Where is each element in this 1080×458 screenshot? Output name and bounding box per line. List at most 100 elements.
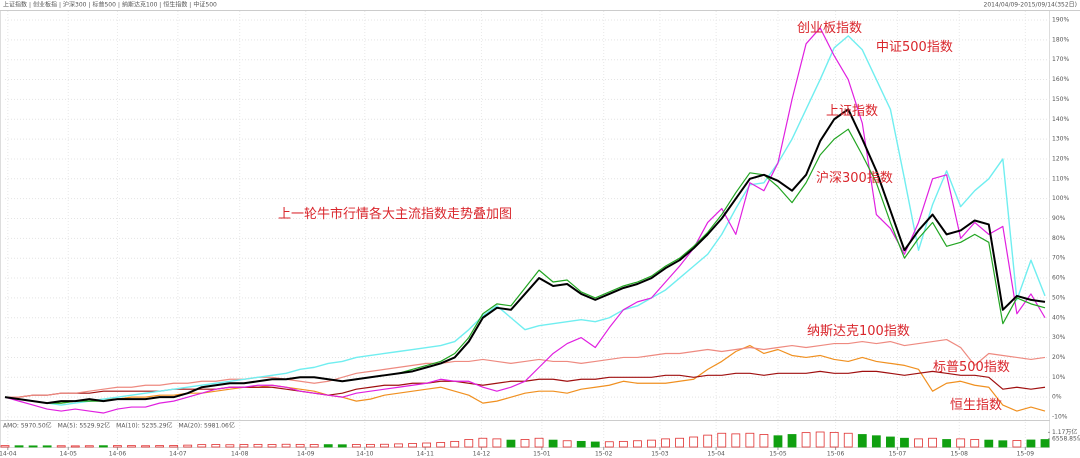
volume-indicator: MA(10): 5235.29亿 (116, 422, 172, 430)
y-tick-label: 70% (1052, 255, 1066, 262)
volume-bar (323, 444, 333, 448)
x-tick-label: 15-02 (595, 451, 613, 458)
y-tick-label: 100% (1052, 195, 1069, 202)
series-line (4, 35, 1046, 406)
volume-bar (871, 435, 881, 448)
volume-bar (998, 440, 1008, 448)
y-tick-label: 160% (1052, 76, 1069, 83)
x-tick-label: 14-07 (169, 451, 187, 458)
x-tick-label: 15-08 (951, 451, 969, 458)
annotation: 创业板指数 (797, 21, 863, 36)
y-tick-label: 170% (1052, 56, 1069, 63)
annotation: 恒生指数 (950, 398, 1003, 413)
x-tick-label: 14-04 (0, 451, 17, 458)
volume-bar (534, 437, 544, 448)
annotation: 中证500指数 (876, 40, 953, 55)
volume-bar (773, 435, 783, 448)
x-tick-label: 14-09 (297, 451, 315, 458)
volume-bar (98, 445, 108, 448)
volume-bar (478, 437, 488, 448)
legend-entry: 恒生指数 (163, 1, 187, 9)
x-tick-label: 14-10 (356, 451, 374, 458)
volume-indicator: AMO: 5970.50亿 (3, 422, 52, 430)
y-tick-label: 180% (1052, 36, 1069, 43)
legend-entry: 中证500 (193, 1, 217, 9)
volume-bar (731, 433, 741, 448)
volume-bar (380, 443, 389, 448)
volume-bar (464, 439, 474, 448)
volume-bar (422, 442, 432, 448)
volume-tick-label: 6558.85亿 (1052, 434, 1080, 442)
volume-bar (970, 439, 980, 448)
volume-bar (928, 437, 937, 448)
volume-bar (351, 444, 361, 448)
x-tick-label: 15-06 (827, 451, 845, 458)
volume-bar (886, 436, 895, 448)
volume-bar (843, 432, 853, 448)
volume-bar (183, 444, 193, 448)
volume-bar (309, 444, 319, 448)
y-tick-label: 140% (1052, 116, 1069, 123)
volume-bar (801, 432, 811, 448)
volume-bar (436, 442, 446, 448)
volume-bar (787, 434, 797, 448)
volume-bar (141, 445, 150, 448)
volume-bar (70, 445, 80, 448)
series-line (4, 108, 1046, 405)
volume-tick-label: 1.17万亿 (1052, 428, 1077, 436)
legend-entry: 创业板指 (33, 1, 57, 9)
volume-bar (661, 438, 670, 448)
volume-bar (506, 439, 516, 448)
volume-bar (1040, 439, 1050, 448)
y-tick-label: 190% (1052, 17, 1069, 24)
volume-bar (408, 443, 417, 448)
volume-bar (942, 439, 952, 448)
volume-bar (42, 445, 52, 448)
series-line (5, 338, 1046, 398)
y-tick-label: 80% (1052, 235, 1066, 242)
volume-bar (857, 434, 867, 448)
volume-bar (548, 439, 558, 448)
volume-bar (984, 439, 994, 448)
volume-bar (1026, 439, 1036, 448)
volume-bar (956, 438, 966, 448)
date-range: 2014/04/09-2015/09/14(352日) (984, 2, 1077, 9)
volume-bar (604, 441, 614, 448)
legend-entry: 纳斯达克100 (122, 1, 158, 9)
volume-bar (492, 438, 502, 448)
volume-bar (829, 431, 839, 448)
volume-bar (281, 443, 291, 448)
volume-bar (689, 436, 699, 448)
volume-bar (914, 438, 923, 448)
annotation: 沪深300指数 (816, 171, 893, 186)
volume-bar (647, 439, 656, 448)
volume-bar (0, 445, 10, 448)
volume-bar (113, 445, 122, 448)
volume-bar (211, 444, 221, 448)
volume-bar (155, 445, 164, 448)
x-tick-label: 15-03 (651, 451, 669, 458)
volume-bar (703, 434, 713, 448)
volume-bar (590, 441, 600, 448)
y-tick-label: -10% (1052, 414, 1068, 421)
legend-entry: 标普500 (92, 1, 116, 9)
volume-bar (169, 445, 179, 448)
volume-bar (675, 437, 684, 448)
x-tick-label: 14-12 (473, 451, 491, 458)
x-tick-label: 15-04 (707, 451, 725, 458)
volume-bar (633, 440, 642, 448)
volume-bar (717, 432, 727, 448)
volume-bar (225, 444, 235, 448)
volume-indicator: MA(20): 5981.06亿 (179, 422, 235, 430)
volume-bar (520, 439, 530, 448)
y-tick-label: 110% (1052, 175, 1069, 182)
volume-bar (295, 443, 305, 448)
volume-bar (56, 445, 66, 448)
volume-bar (197, 444, 207, 448)
plot-frame (0, 10, 1050, 448)
y-tick-label: 0% (1052, 394, 1062, 401)
x-tick-label: 14-11 (416, 451, 434, 458)
y-tick-label: 20% (1052, 354, 1066, 361)
x-tick-label: 15-01 (533, 451, 551, 458)
